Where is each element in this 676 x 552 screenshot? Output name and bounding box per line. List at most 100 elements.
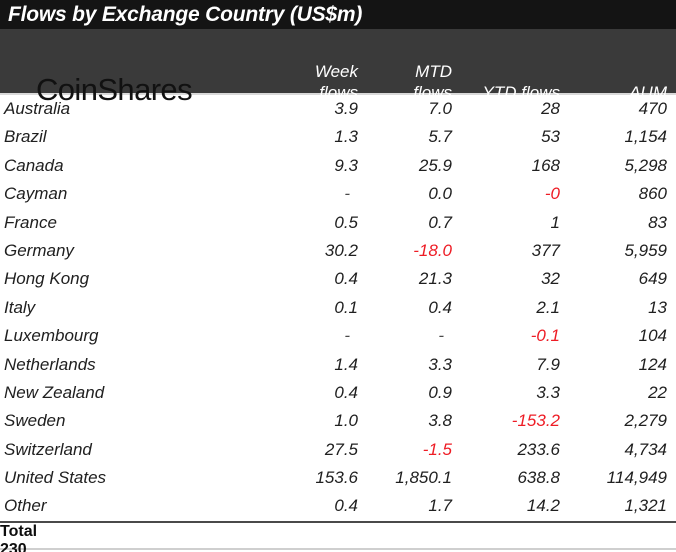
row-country-label: United States — [4, 468, 107, 488]
row-ytd-flows: -0 — [544, 184, 560, 204]
row-country-label: Brazil — [4, 127, 47, 147]
table-row: United States 153.6 1,850.1 638.8 114,949 — [0, 464, 676, 492]
row-ytd-flows: 638.8 — [517, 468, 560, 488]
column-header-week-flows: Week flows — [238, 61, 358, 103]
table-row: Germany 30.2 -18.0 377 5,959 — [0, 237, 676, 265]
row-ytd-flows: 1 — [550, 212, 560, 232]
column-header-week-line1: Week — [314, 62, 358, 81]
row-aum: 1,321 — [624, 496, 667, 516]
row-week-flows: 0.4 — [334, 269, 358, 289]
row-week-flows: 30.2 — [324, 240, 358, 260]
row-country-label: Hong Kong — [4, 269, 90, 289]
row-week-flows: 1.0 — [334, 411, 358, 431]
row-aum: 649 — [638, 269, 667, 289]
table-row: Luxembourg - - -0.1 104 — [0, 322, 676, 350]
row-mtd-flows: 3.8 — [428, 411, 452, 431]
total-week-flows: 230 — [0, 541, 27, 552]
column-header-week-line2: flows — [319, 83, 358, 102]
table-header-band: CoinShares Week flows MTD flows YTD flow… — [0, 29, 676, 107]
row-week-flows: - — [344, 326, 350, 346]
table-row: Canada 9.3 25.9 168 5,298 — [0, 152, 676, 180]
row-mtd-flows: 0.9 — [428, 382, 452, 402]
row-country-label: New Zealand — [4, 382, 105, 402]
row-mtd-flows: 21.3 — [418, 269, 452, 289]
row-week-flows: 0.5 — [334, 212, 358, 232]
row-country-label: Other — [4, 496, 47, 516]
row-country-label: Sweden — [4, 411, 66, 431]
row-ytd-flows: 53 — [541, 127, 560, 147]
table-row: Italy 0.1 0.4 2.1 13 — [0, 294, 676, 322]
column-header-ytd-flows: YTD flows — [482, 83, 560, 102]
row-aum: 22 — [648, 382, 667, 402]
row-week-flows: 0.4 — [334, 496, 358, 516]
row-mtd-flows: 1.7 — [428, 496, 452, 516]
row-week-flows: 1.4 — [334, 354, 358, 374]
row-aum: 5,298 — [624, 155, 667, 175]
row-country-label: Luxembourg — [4, 326, 99, 346]
row-ytd-flows: 233.6 — [517, 439, 560, 459]
row-ytd-flows: -153.2 — [511, 411, 560, 431]
coinshares-logo: CoinShares — [36, 72, 193, 107]
row-aum: 860 — [638, 184, 667, 204]
row-country-label: Netherlands — [4, 354, 96, 374]
column-header-aum: AUM — [629, 83, 667, 102]
row-aum: 5,959 — [624, 240, 667, 260]
row-aum: 4,734 — [624, 439, 667, 459]
row-week-flows: 0.4 — [334, 382, 358, 402]
row-aum: 114,949 — [606, 468, 667, 488]
row-aum: 83 — [648, 212, 667, 232]
table-body: Australia 3.9 7.0 28 470 Brazil 1.3 5.7 53 1,154 C… — [0, 95, 676, 521]
column-header-mtd-flows: MTD flows — [332, 61, 452, 103]
table-row: Brazil 1.3 5.7 53 1,154 — [0, 123, 676, 151]
row-mtd-flows: 7.0 — [428, 99, 452, 118]
row-mtd-flows: 25.9 — [418, 155, 452, 175]
table-row: Netherlands 1.4 3.3 7.9 124 — [0, 351, 676, 379]
row-ytd-flows: 3.3 — [536, 382, 560, 402]
row-week-flows: 3.9 — [334, 99, 358, 118]
row-week-flows: 1.3 — [334, 127, 358, 147]
row-mtd-flows: -18.0 — [413, 240, 452, 260]
row-country-label: Italy — [4, 297, 36, 317]
row-ytd-flows: 7.9 — [536, 354, 560, 374]
row-country-label: France — [4, 212, 57, 232]
table-total-row: Total 230 1,901 1,405 138,018 — [0, 521, 676, 552]
table-row: Cayman - 0.0 -0 860 — [0, 180, 676, 208]
row-ytd-flows: 168 — [531, 155, 560, 175]
row-week-flows: 9.3 — [334, 155, 358, 175]
row-mtd-flows: 0.4 — [428, 297, 452, 317]
column-header-mtd-line2: flows — [413, 83, 452, 102]
row-mtd-flows: -1.5 — [422, 439, 452, 459]
row-aum: 470 — [638, 99, 667, 118]
table-row: Hong Kong 0.4 21.3 32 649 — [0, 265, 676, 293]
page-title: Flows by Exchange Country (US$m) — [8, 3, 363, 26]
row-aum: 13 — [648, 297, 667, 317]
row-week-flows: 153.6 — [315, 468, 358, 488]
column-header-mtd-line1: MTD — [415, 62, 452, 81]
table-row: New Zealand 0.4 0.9 3.3 22 — [0, 379, 676, 407]
row-aum: 104 — [638, 326, 667, 346]
row-country-label: Australia — [4, 99, 71, 118]
row-mtd-flows: 0.0 — [428, 184, 452, 204]
row-country-label: Cayman — [4, 184, 68, 204]
row-ytd-flows: 32 — [541, 269, 560, 289]
row-ytd-flows: -0.1 — [530, 326, 560, 346]
row-country-label: Canada — [4, 155, 64, 175]
row-ytd-flows: 377 — [531, 240, 560, 260]
row-ytd-flows: 2.1 — [536, 297, 560, 317]
row-mtd-flows: 3.3 — [428, 354, 452, 374]
row-aum: 124 — [638, 354, 667, 374]
row-country-label: Germany — [4, 240, 74, 260]
title-bar: Flows by Exchange Country (US$m) — [0, 0, 676, 29]
row-week-flows: - — [344, 184, 350, 204]
table-row: Sweden 1.0 3.8 -153.2 2,279 — [0, 407, 676, 435]
table-row: France 0.5 0.7 1 83 — [0, 209, 676, 237]
row-ytd-flows: 28 — [541, 99, 560, 118]
row-mtd-flows: 1,850.1 — [395, 468, 452, 488]
row-mtd-flows: 5.7 — [428, 127, 452, 147]
row-week-flows: 0.1 — [334, 297, 358, 317]
row-country-label: Switzerland — [4, 439, 92, 459]
row-aum: 2,279 — [624, 411, 667, 431]
table-row: Australia 3.9 7.0 28 470 — [0, 95, 676, 123]
row-ytd-flows: 14.2 — [526, 496, 560, 516]
